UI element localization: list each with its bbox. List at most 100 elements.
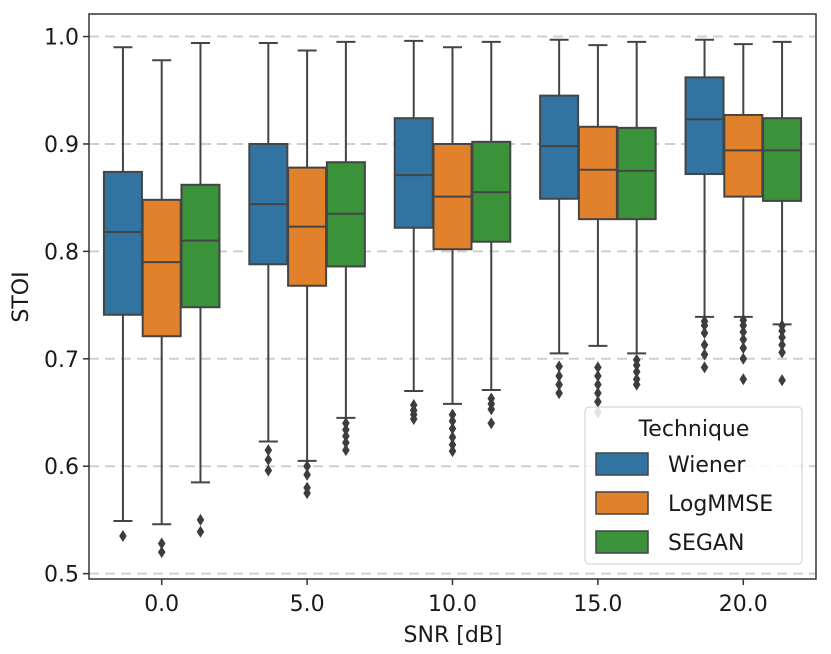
- outlier-point: [448, 415, 457, 428]
- x-axis-title: SNR [dB]: [404, 623, 503, 648]
- outlier-point: [342, 417, 350, 430]
- x-tick-label: 20.0: [719, 592, 768, 617]
- x-tick-label: 0.0: [144, 592, 179, 617]
- axes: 0.5 0.6 0.7 0.8 0.9 1.0 0.0 5.0 10.0 15.0 20.0: [44, 26, 768, 617]
- outlier-point: [739, 314, 748, 327]
- outlier-point: [700, 338, 709, 351]
- outlier-point: [342, 423, 350, 436]
- box-wiener-3: [539, 38, 580, 400]
- box-logmmse-4: [723, 43, 764, 386]
- outlier-point: [555, 369, 563, 382]
- legend-swatch-segan: [595, 530, 649, 554]
- outlier-point: [778, 338, 786, 351]
- y-tick-label: 1.0: [44, 26, 79, 51]
- outlier-point: [487, 417, 496, 430]
- outlier-point: [342, 436, 350, 449]
- box-wiener-4: [684, 38, 725, 374]
- box-iqr: [539, 94, 580, 200]
- outlier-point: [342, 430, 350, 443]
- box-segan-3: [616, 40, 657, 391]
- box-iqr: [616, 126, 657, 221]
- outlier-point: [264, 444, 273, 457]
- outlier-point: [448, 445, 457, 458]
- x-tick-label: 15.0: [573, 592, 622, 617]
- outlier-point: [700, 315, 709, 328]
- outlier-point: [778, 319, 786, 332]
- box-segan-2: [471, 40, 512, 430]
- box-wiener-0: [102, 46, 143, 543]
- legend-title: Technique: [638, 417, 750, 442]
- outlier-point: [632, 353, 641, 366]
- outlier-point: [739, 352, 748, 365]
- y-tick-label: 0.6: [44, 455, 79, 480]
- box-iqr: [180, 183, 221, 309]
- outlier-point: [157, 546, 166, 559]
- outlier-point: [778, 346, 786, 359]
- y-tick-label: 0.5: [44, 563, 79, 588]
- y-tick-label: 0.8: [44, 240, 79, 265]
- x-tick-label: 5.0: [290, 592, 325, 617]
- outlier-point: [555, 378, 563, 391]
- box-logmmse-0: [141, 59, 182, 559]
- box-wiener-1: [248, 42, 289, 477]
- legend: Technique Wiener LogMMSE SEGAN: [584, 406, 803, 565]
- outlier-point: [487, 392, 496, 405]
- y-axis-title: STOI: [9, 271, 34, 322]
- legend-swatch-wiener: [595, 452, 649, 476]
- y-tick-label: 0.7: [44, 348, 79, 373]
- plot-frame: [88, 13, 817, 580]
- outlier-point: [594, 378, 602, 391]
- outlier-point: [303, 481, 311, 494]
- outlier-point: [700, 348, 709, 361]
- outlier-point: [739, 333, 748, 346]
- outlier-point: [778, 374, 786, 387]
- box-iqr: [102, 170, 143, 316]
- legend-label-segan: SEGAN: [668, 531, 744, 556]
- legend-frame: [584, 406, 803, 565]
- box-iqr: [723, 113, 764, 198]
- box-segan-0: [180, 42, 221, 538]
- outlier-point: [700, 361, 709, 374]
- outlier-point: [594, 361, 602, 374]
- outlier-point: [303, 468, 311, 481]
- box-logmmse-2: [432, 46, 473, 458]
- box-segan-1: [325, 40, 366, 457]
- outlier-point: [196, 525, 205, 538]
- box-iqr: [762, 117, 803, 202]
- y-tick-label: 0.9: [44, 133, 79, 158]
- legend-swatch-logmmse: [595, 491, 649, 515]
- plot-area: [102, 38, 803, 559]
- x-tick-label: 10.0: [428, 592, 477, 617]
- legend-label-logmmse: LogMMSE: [668, 492, 773, 517]
- outlier-point: [264, 453, 273, 466]
- outlier-point: [196, 513, 205, 526]
- outlier-point: [778, 331, 786, 344]
- outlier-point: [594, 395, 602, 408]
- box-iqr: [577, 125, 618, 221]
- legend-label-wiener: Wiener: [668, 453, 746, 478]
- outlier-point: [632, 365, 641, 378]
- outlier-point: [264, 464, 273, 477]
- outlier-point: [119, 530, 127, 543]
- outlier-point: [157, 537, 166, 550]
- box-wiener-2: [393, 39, 434, 425]
- outlier-point: [739, 342, 748, 355]
- box-segan-4: [762, 40, 803, 387]
- box-iqr: [141, 198, 182, 338]
- outlier-point: [303, 460, 311, 473]
- box-logmmse-1: [287, 49, 328, 500]
- outlier-point: [409, 398, 418, 411]
- outlier-point: [448, 422, 457, 435]
- outlier-point: [594, 387, 602, 400]
- outlier-point: [555, 387, 563, 400]
- outlier-point: [700, 327, 709, 340]
- box-iqr: [393, 117, 434, 229]
- box-iqr: [684, 76, 725, 176]
- outlier-point: [448, 438, 457, 451]
- outlier-point: [448, 408, 457, 421]
- box-logmmse-3: [577, 44, 618, 419]
- outlier-point: [342, 444, 350, 457]
- outlier-point: [632, 373, 641, 386]
- outlier-point: [739, 373, 748, 386]
